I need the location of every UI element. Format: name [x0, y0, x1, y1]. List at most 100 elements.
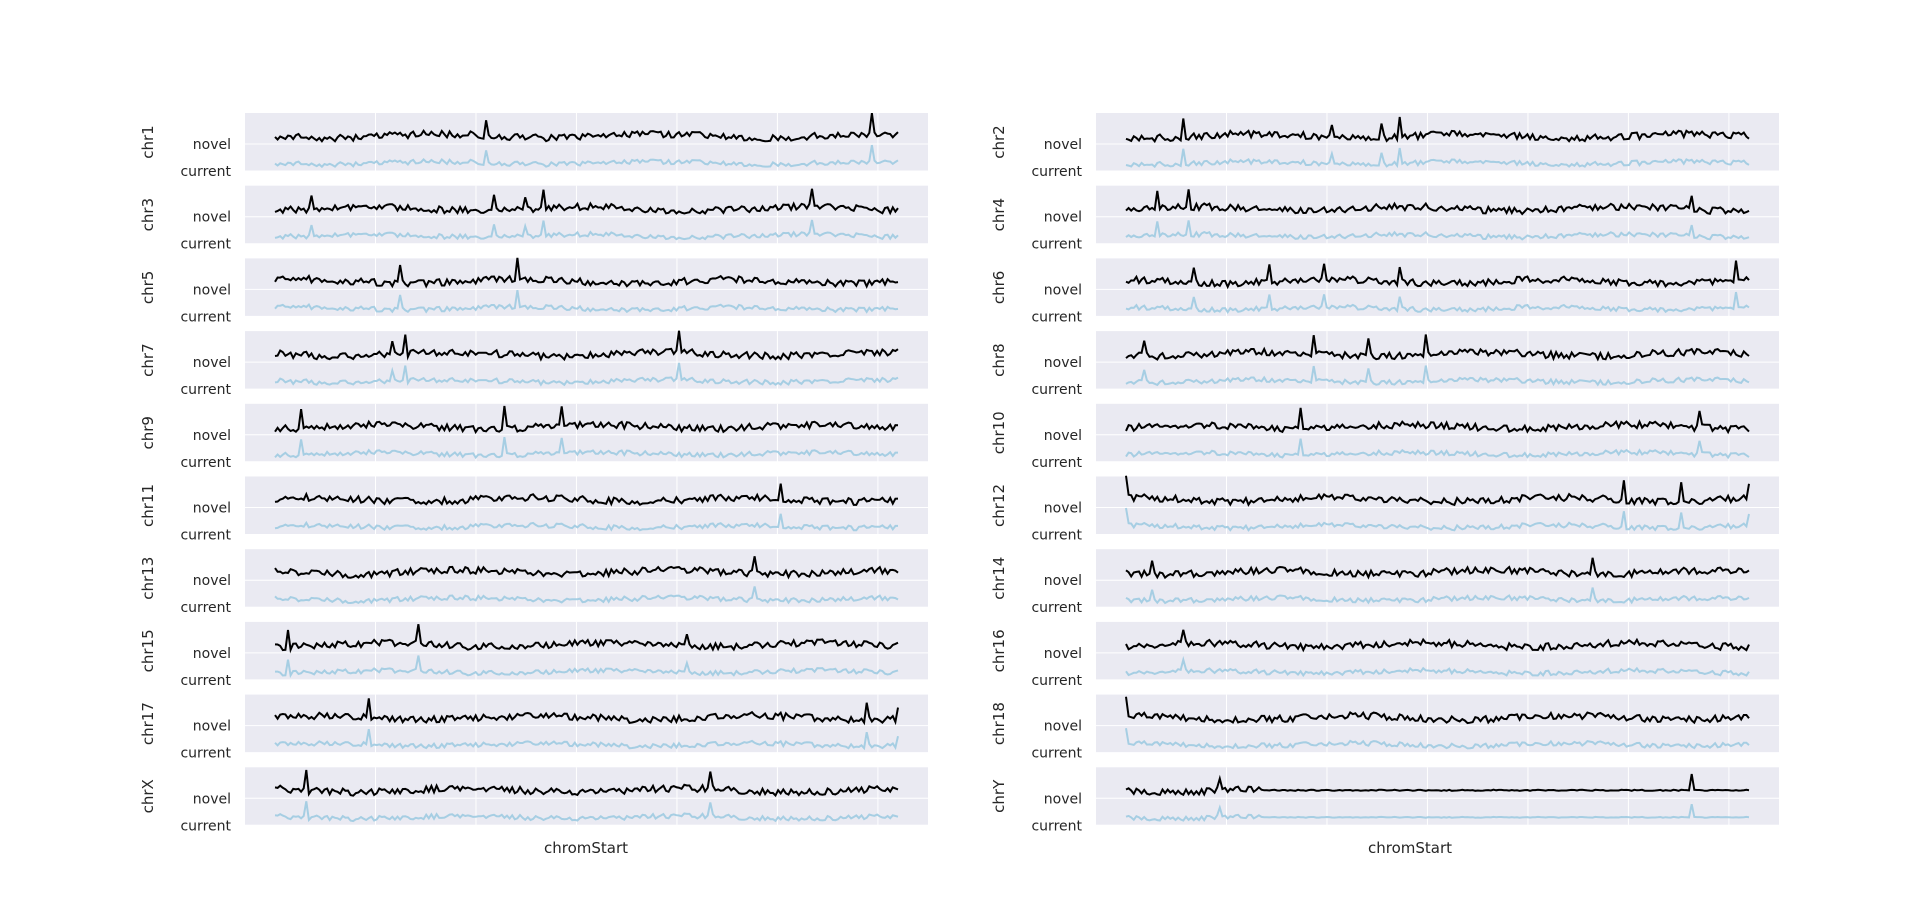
chromosome-label: chr1: [139, 125, 157, 158]
y-tick-label-current: current: [180, 309, 231, 325]
panel-chr11: novel current chr11: [139, 476, 928, 544]
series-novel-line: [274, 405, 899, 435]
y-tick-label-novel: novel: [193, 501, 231, 517]
panel-chr9: novel current chr9: [139, 403, 928, 471]
chromosome-label: chr16: [990, 629, 1008, 672]
y-tick-label-current: current: [1031, 746, 1082, 762]
series-novel-line: [1125, 189, 1750, 216]
panel-background: [1096, 549, 1779, 608]
y-tick-label-novel: novel: [1044, 501, 1082, 517]
panel-background: [1096, 331, 1779, 390]
y-tick-label-novel: novel: [1044, 646, 1082, 662]
y-tick-label-novel: novel: [193, 646, 231, 662]
series-novel-line: [274, 330, 899, 362]
series-novel-line: [274, 483, 899, 507]
panel-chrX: novel current chrX: [139, 767, 928, 834]
chromosome-label: chr9: [139, 416, 157, 449]
y-tick-label-current: current: [180, 237, 231, 253]
series-current-line: [1125, 803, 1750, 823]
panels-layer: novel current chr1 novel current chr2 novel cur…: [139, 112, 1779, 834]
y-tick-label-novel: novel: [1044, 791, 1082, 807]
y-tick-label-current: current: [1031, 309, 1082, 325]
chromosome-label: chr7: [139, 343, 157, 376]
series-novel-line: [1125, 334, 1750, 362]
series-novel-line: [274, 769, 899, 798]
y-tick-label-current: current: [180, 600, 231, 616]
series-current-line: [274, 513, 898, 532]
y-tick-label-current: current: [180, 164, 231, 180]
panel-chr10: novel current chr10: [990, 403, 1779, 471]
series-current-line: [1125, 655, 1750, 678]
y-tick-label-novel: novel: [1044, 355, 1082, 371]
x-axis-label-right: chromStart: [1368, 839, 1452, 857]
series-current-line: [274, 362, 899, 387]
series-novel-line: [1125, 475, 1750, 507]
series-novel-line: [1125, 407, 1750, 435]
series-current-line: [274, 289, 899, 314]
series-current-line: [1125, 438, 1750, 460]
chromosome-label: chr17: [139, 702, 157, 745]
series-current-line: [1125, 365, 1750, 387]
chromosome-label: chrX: [139, 779, 157, 813]
series-novel-line: [274, 698, 899, 726]
chromosome-label: chr6: [990, 271, 1008, 304]
panel-chr12: novel current chr12: [990, 475, 1779, 544]
series-novel-line: [1125, 116, 1750, 144]
y-tick-label-novel: novel: [1044, 137, 1082, 153]
y-tick-label-current: current: [1031, 600, 1082, 616]
chromosome-label: chr8: [990, 343, 1008, 376]
series-current-line: [274, 219, 899, 241]
series-current-line: [1125, 291, 1750, 315]
y-tick-label-novel: novel: [193, 282, 231, 298]
y-tick-label-current: current: [180, 818, 231, 834]
y-tick-label-novel: novel: [193, 573, 231, 589]
chromosome-label: chr5: [139, 271, 157, 304]
y-tick-label-novel: novel: [193, 210, 231, 226]
panel-chr14: novel current chr14: [990, 549, 1779, 616]
panel-chr13: novel current chr13: [139, 549, 928, 616]
panel-chr15: novel current chr15: [139, 621, 928, 689]
panel-chr3: novel current chr3: [139, 185, 928, 253]
chromosome-label: chr12: [990, 484, 1008, 527]
panel-chr5: novel current chr5: [139, 257, 928, 325]
y-tick-label-novel: novel: [1044, 573, 1082, 589]
chromosome-label: chr15: [139, 629, 157, 672]
panel-background: [245, 767, 928, 826]
x-axis-label-left: chromStart: [544, 839, 628, 857]
y-tick-label-current: current: [1031, 673, 1082, 689]
panel-chr6: novel current chr6: [990, 258, 1779, 325]
series-novel-line: [1125, 557, 1750, 580]
y-tick-label-current: current: [180, 746, 231, 762]
series-current-line: [274, 437, 898, 460]
panel-chr16: novel current chr16: [990, 621, 1779, 689]
y-tick-label-novel: novel: [1044, 282, 1082, 298]
series-current-line: [1125, 728, 1750, 750]
y-tick-label-current: current: [1031, 237, 1082, 253]
chromosome-label: chr2: [990, 125, 1008, 158]
series-current-line: [1125, 507, 1750, 532]
y-tick-label-novel: novel: [1044, 210, 1082, 226]
panel-background: [1096, 694, 1779, 753]
y-tick-label-current: current: [180, 528, 231, 544]
series-current-line: [1125, 220, 1750, 241]
y-tick-label-current: current: [1031, 528, 1082, 544]
y-tick-label-novel: novel: [193, 719, 231, 735]
y-tick-label-novel: novel: [193, 137, 231, 153]
series-current-line: [1125, 587, 1750, 605]
chromosome-label: chr18: [990, 702, 1008, 745]
y-tick-label-current: current: [1031, 382, 1082, 398]
series-novel-line: [1125, 629, 1750, 653]
series-current-line: [274, 801, 899, 823]
y-tick-label-novel: novel: [1044, 428, 1082, 444]
y-tick-label-current: current: [1031, 164, 1082, 180]
panel-background: [245, 694, 928, 753]
chromosome-label: chr10: [990, 411, 1008, 454]
series-novel-line: [274, 188, 899, 216]
panel-chr18: novel current chr18: [990, 694, 1779, 762]
y-tick-label-current: current: [180, 673, 231, 689]
y-tick-label-current: current: [180, 382, 231, 398]
y-tick-label-current: current: [1031, 455, 1082, 471]
y-tick-label-current: current: [180, 455, 231, 471]
chromosome-label: chr14: [990, 557, 1008, 600]
